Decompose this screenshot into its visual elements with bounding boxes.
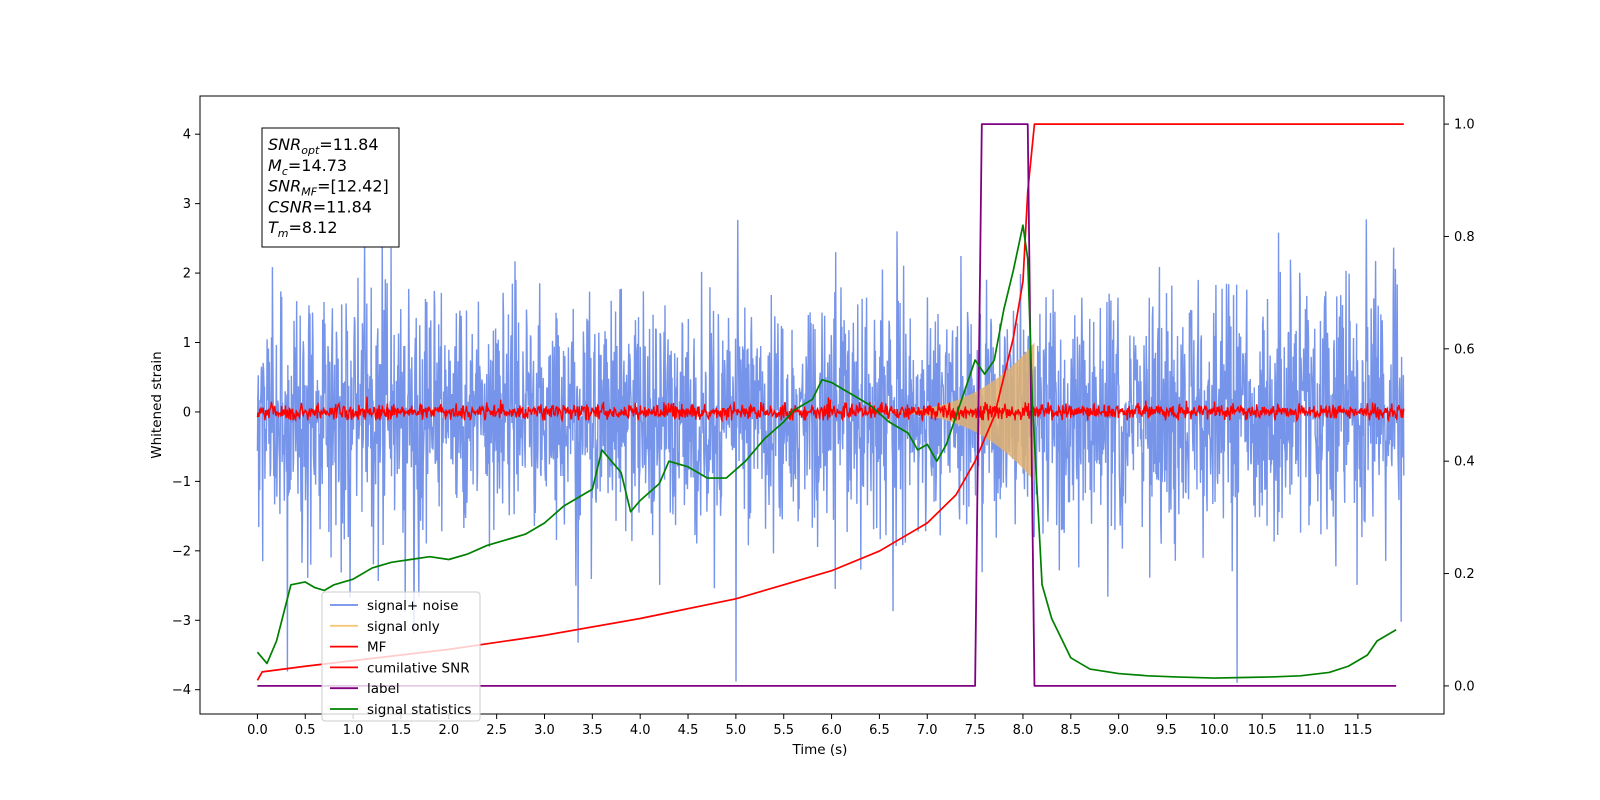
x-tick-label: 8.0: [1013, 723, 1034, 738]
x-axis-label: Time (s): [792, 742, 848, 758]
y-tick-label: 4: [183, 128, 191, 143]
legend-label: MF: [367, 640, 386, 656]
annotation-subscript: c: [282, 165, 288, 178]
legend-label: signal only: [367, 619, 440, 635]
y-tick-label: 0: [183, 405, 191, 420]
series-signal-statistics: [256, 224, 1397, 679]
x-tick-label: 7.5: [965, 723, 986, 738]
annotation-subscript: opt: [301, 144, 320, 157]
annotation-line: SNRMF=[12.42]: [268, 177, 389, 199]
annotation-value: =11.84: [313, 197, 372, 216]
y-tick-label: −2: [172, 544, 191, 559]
annotation-frame: [261, 127, 400, 248]
series-mf: [256, 396, 1405, 423]
x-tick-label: 2.0: [438, 723, 459, 738]
y-tick-label: −4: [172, 683, 191, 698]
x-tick-label: 1.5: [391, 723, 412, 738]
x-axis-ticks: 0.0 0.5 1.0 1.5 2.0 2.5 3.0 3.5 4.0 4.5 5.0 5.5 6.0 6…: [247, 714, 1372, 738]
x-tick-label: 8.5: [1060, 723, 1081, 738]
x-tick-label: 0.0: [247, 723, 268, 738]
annotation-value: =[12.42]: [317, 177, 389, 196]
series-signal-noise: [256, 219, 1405, 683]
annotation-subscript: MF: [301, 186, 317, 199]
x-tick-label: 1.0: [343, 723, 364, 738]
y-tick-label: 2: [183, 267, 191, 282]
legend-label: signal+ noise: [367, 598, 458, 614]
right-y-axis-ticks: 1.0 0.8 0.6 0.4 0.2 0.0: [1444, 118, 1475, 694]
y-tick-label: −1: [172, 475, 191, 490]
legend-label: signal statistics: [367, 702, 471, 718]
right-tick-label: 0.0: [1454, 679, 1475, 694]
annotation-line: Mc=14.73: [268, 156, 347, 178]
x-tick-label: 9.0: [1108, 723, 1129, 738]
x-tick-label: 10.0: [1200, 723, 1229, 738]
left-y-axis-ticks: 4 3 2 1 0 −1 −2 −3 −4: [172, 128, 200, 698]
x-tick-label: 4.0: [630, 723, 651, 738]
annotation-line: Tm=8.12: [268, 218, 338, 240]
x-tick-label: 10.5: [1248, 723, 1277, 738]
x-tick-label: 5.5: [773, 723, 794, 738]
right-tick-label: 0.4: [1454, 455, 1475, 470]
annotation-symbol: T: [268, 218, 279, 237]
annotation-line: SNRopt=11.84: [268, 135, 379, 157]
x-tick-label: 9.5: [1156, 723, 1177, 738]
right-tick-label: 1.0: [1454, 118, 1475, 133]
annotation-line: CSNR=11.84: [268, 197, 372, 216]
right-tick-label: 0.6: [1454, 342, 1475, 357]
x-tick-label: 2.5: [486, 723, 507, 738]
plot-frame: [199, 95, 1445, 715]
series-label: [257, 123, 1397, 687]
y-tick-label: 1: [183, 336, 191, 351]
x-tick-label: 7.0: [917, 723, 938, 738]
legend: signal+ noise signal only MF cumilative SNR…: [321, 591, 481, 722]
x-tick-label: 3.5: [582, 723, 603, 738]
x-tick-label: 5.0: [726, 723, 747, 738]
x-tick-label: 4.5: [678, 723, 699, 738]
annotation-symbol: SNR: [268, 135, 301, 154]
annotation-symbol: M: [268, 156, 282, 175]
annotation-subscript: m: [278, 227, 289, 240]
right-tick-label: 0.8: [1454, 230, 1475, 245]
annotation-symbol: SNR: [268, 177, 301, 196]
x-tick-label: 11.5: [1343, 723, 1372, 738]
y-axis-label: Whitened strain: [149, 351, 165, 458]
right-tick-label: 0.2: [1454, 567, 1475, 582]
legend-label: label: [367, 681, 400, 697]
y-tick-label: 3: [183, 197, 191, 212]
annotation-box: SNRopt=11.84Mc=14.73SNRMF=[12.42]CSNR=11…: [261, 127, 400, 248]
x-tick-label: 6.0: [821, 723, 842, 738]
legend-label: cumilative SNR: [367, 660, 470, 676]
annotation-value: =11.84: [319, 135, 378, 154]
annotation-value: =8.12: [289, 218, 338, 237]
x-tick-label: 3.0: [534, 723, 555, 738]
y-tick-label: −3: [172, 614, 191, 629]
annotation-symbol: CSNR: [268, 197, 313, 216]
annotation-value: =14.73: [288, 156, 347, 175]
x-tick-label: 0.5: [295, 723, 316, 738]
x-tick-label: 6.5: [869, 723, 890, 738]
legend-frame: [321, 591, 481, 722]
x-tick-label: 11.0: [1296, 723, 1325, 738]
